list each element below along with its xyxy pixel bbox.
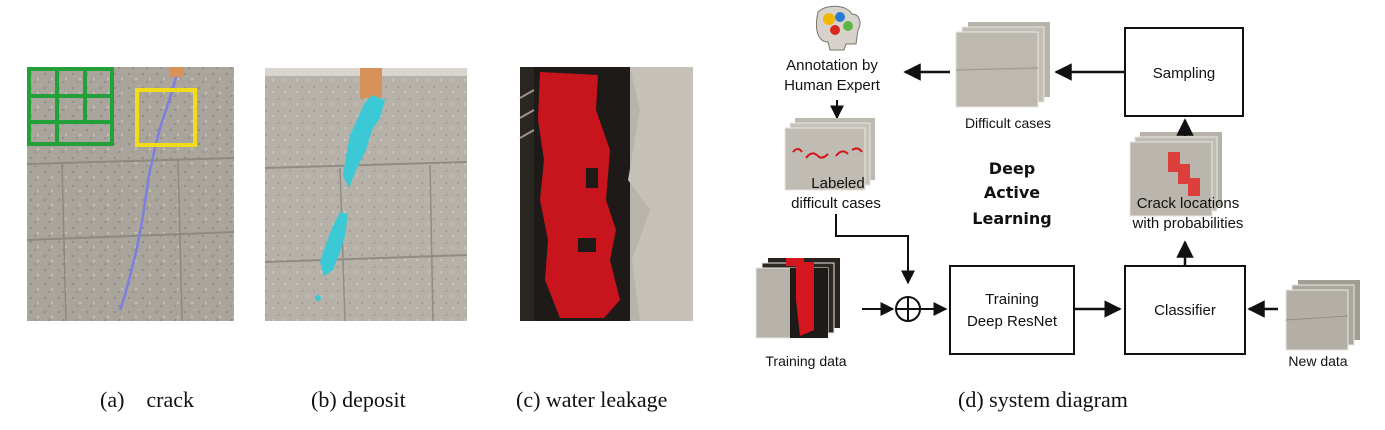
sum-node-icon [895, 296, 921, 322]
crack-locations-stack [1129, 132, 1222, 217]
caption-c: (c) water leakage [516, 387, 667, 412]
yellow-box [135, 88, 197, 147]
human-expert-brain-icon [815, 5, 861, 51]
new-data-stack [1285, 280, 1360, 351]
crack-trace [118, 69, 180, 311]
crack-locations-label-line2: with probabilities [1132, 215, 1244, 232]
sampling-label: Sampling [1153, 65, 1216, 82]
training-label-line2: Deep ResNet [967, 313, 1058, 330]
panel-b-deposit-photo [264, 68, 468, 322]
labeled-label-line2: difficult cases [791, 195, 881, 212]
center-title-line2: Active [984, 183, 1040, 202]
labeled-label-line1: Labeled [811, 175, 864, 192]
new-data-label: New data [1288, 353, 1347, 369]
panel-c-leakage-photo [519, 67, 693, 321]
center-title-line1: Deep [989, 159, 1035, 178]
sampling-box [1124, 27, 1244, 117]
training-data-label: Training data [765, 353, 846, 369]
arrow-labeled-to-sum [835, 214, 915, 285]
deposit-region [343, 95, 385, 188]
annotation-label-line1: Annotation by [786, 57, 878, 74]
caption-b: (b) deposit [311, 387, 406, 412]
green-grid-boxes [27, 67, 114, 146]
panel-a-crack-photo [26, 67, 235, 322]
deposit-region-lower [320, 212, 348, 276]
training-label-line1: Training [985, 291, 1039, 308]
labeled-cases-stack [784, 118, 875, 191]
caption-d: (d) system diagram [958, 387, 1128, 412]
training-resnet-box [949, 265, 1075, 355]
center-title-line3: Learning [972, 209, 1051, 228]
annotation-label-line2: Human Expert [784, 77, 881, 94]
classifier-label: Classifier [1154, 302, 1216, 319]
difficult-cases-label: Difficult cases [965, 115, 1051, 131]
caption-a: (a) crack [100, 387, 194, 412]
leak-region [538, 72, 620, 318]
crack-locations-label-line1: Crack locations [1137, 195, 1240, 212]
classifier-box [1124, 265, 1246, 355]
training-data-stack [755, 258, 840, 339]
difficult-cases-stack [955, 22, 1050, 108]
